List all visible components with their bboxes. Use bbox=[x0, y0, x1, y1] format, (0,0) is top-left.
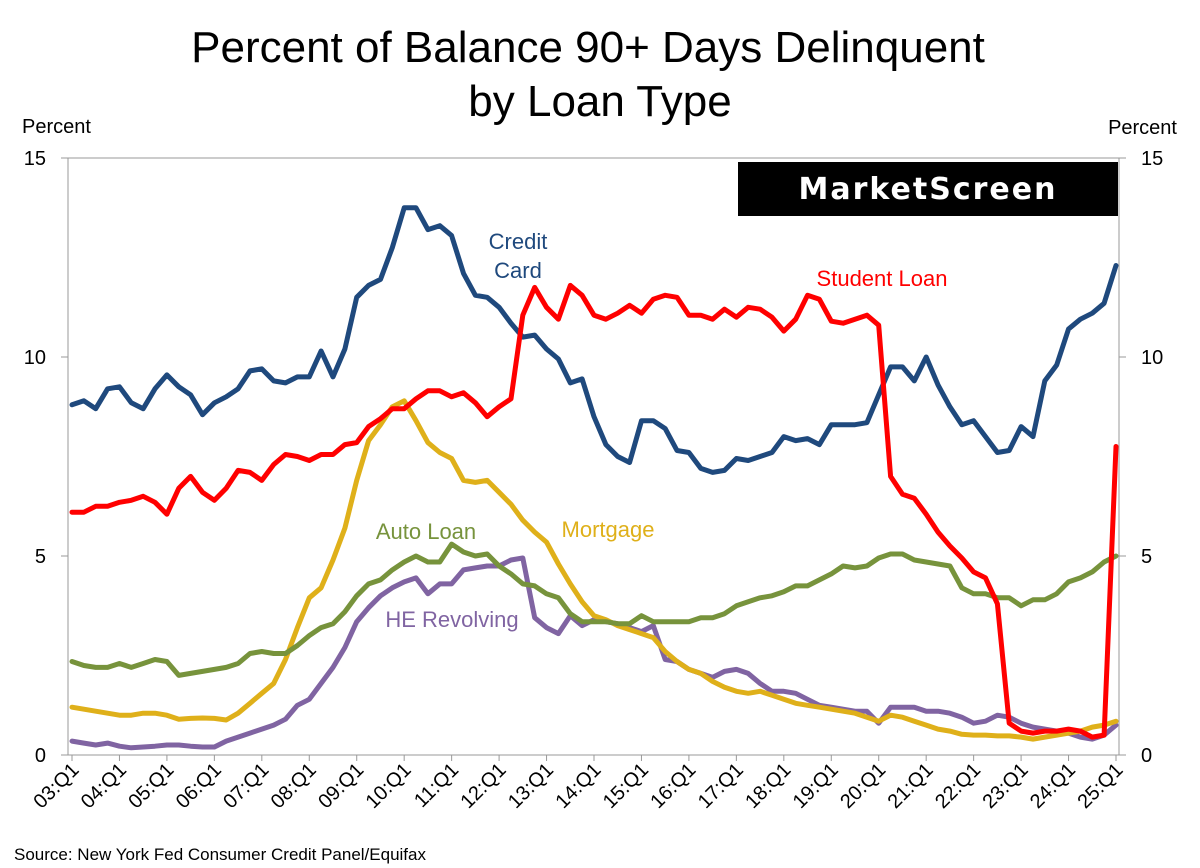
chart-title-line-2: by Loan Type bbox=[468, 77, 731, 126]
left-y-tick-label: 15 bbox=[24, 148, 46, 170]
x-tick-label: 16:Q1 bbox=[646, 759, 700, 813]
series-label-student-loan: Student Loan bbox=[817, 266, 948, 291]
right-y-tick-label: 5 bbox=[1141, 546, 1152, 568]
right-y-tick-label: 15 bbox=[1141, 148, 1163, 170]
right-y-axis: 0 5 10 15 bbox=[1119, 148, 1163, 767]
series-line-mortgage bbox=[69, 398, 1119, 742]
x-tick-label: 10:Q1 bbox=[362, 759, 416, 813]
chart-title-line-1: Percent of Balance 90+ Days Delinquent bbox=[191, 23, 985, 72]
right-y-tick-label: 0 bbox=[1141, 745, 1152, 767]
source-note: Source: New York Fed Consumer Credit Pan… bbox=[14, 845, 426, 864]
series-label-auto-loan: Auto Loan bbox=[376, 519, 476, 544]
series-label-credit-card: Credit bbox=[489, 229, 548, 254]
chart-title: Percent of Balance 90+ Days Delinquent b… bbox=[191, 23, 985, 126]
x-tick-label: 21:Q1 bbox=[884, 759, 938, 813]
x-tick-label: 23:Q1 bbox=[979, 759, 1033, 813]
x-tick-label: 05:Q1 bbox=[124, 759, 178, 813]
x-tick-label: 12:Q1 bbox=[457, 759, 511, 813]
x-tick-label: 03:Q1 bbox=[29, 759, 83, 813]
left-y-tick-label: 10 bbox=[24, 347, 46, 369]
x-tick-label: 07:Q1 bbox=[219, 759, 273, 813]
left-axis-unit-label: Percent bbox=[22, 116, 91, 138]
watermark-box bbox=[738, 162, 1118, 216]
x-tick-label: 13:Q1 bbox=[504, 759, 558, 813]
right-y-tick-label: 10 bbox=[1141, 347, 1163, 369]
x-tick-label: 09:Q1 bbox=[314, 759, 368, 813]
left-y-tick-label: 0 bbox=[35, 745, 46, 767]
x-axis: 03:Q104:Q105:Q106:Q107:Q108:Q109:Q110:Q1… bbox=[29, 755, 1128, 813]
left-y-tick-label: 5 bbox=[35, 546, 46, 568]
x-tick-label: 04:Q1 bbox=[77, 759, 131, 813]
x-tick-label: 18:Q1 bbox=[741, 759, 795, 813]
series-label-credit-card: Card bbox=[494, 258, 542, 283]
series-labels: Credit Card Student Loan Mortgage Auto Loan H… bbox=[376, 229, 948, 632]
series-label-he-revolving: HE Revolving bbox=[385, 607, 518, 632]
x-tick-label: 20:Q1 bbox=[836, 759, 890, 813]
marketscreen-watermark: MarketScreen bbox=[738, 162, 1118, 216]
right-axis-unit-label: Percent bbox=[1108, 117, 1177, 139]
series-lines bbox=[69, 205, 1119, 751]
x-tick-label: 14:Q1 bbox=[551, 759, 605, 813]
x-tick-label: 08:Q1 bbox=[267, 759, 321, 813]
series-line-auto-loan bbox=[69, 541, 1119, 678]
watermark-text: MarketScreen bbox=[799, 172, 1058, 207]
x-tick-label: 06:Q1 bbox=[172, 759, 226, 813]
x-tick-label: 11:Q1 bbox=[410, 759, 463, 812]
x-tick-label: 15:Q1 bbox=[599, 759, 653, 813]
left-y-axis: 0 5 10 15 bbox=[24, 148, 68, 767]
series-line-student-loan bbox=[69, 282, 1119, 740]
series-line-credit-card bbox=[69, 205, 1119, 475]
x-tick-label: 22:Q1 bbox=[931, 759, 985, 813]
x-tick-label: 24:Q1 bbox=[1026, 759, 1080, 813]
x-tick-label: 19:Q1 bbox=[789, 759, 843, 813]
x-tick-label: 25:Q1 bbox=[1073, 759, 1127, 813]
series-label-mortgage: Mortgage bbox=[562, 517, 655, 542]
x-tick-label: 17:Q1 bbox=[694, 759, 748, 813]
